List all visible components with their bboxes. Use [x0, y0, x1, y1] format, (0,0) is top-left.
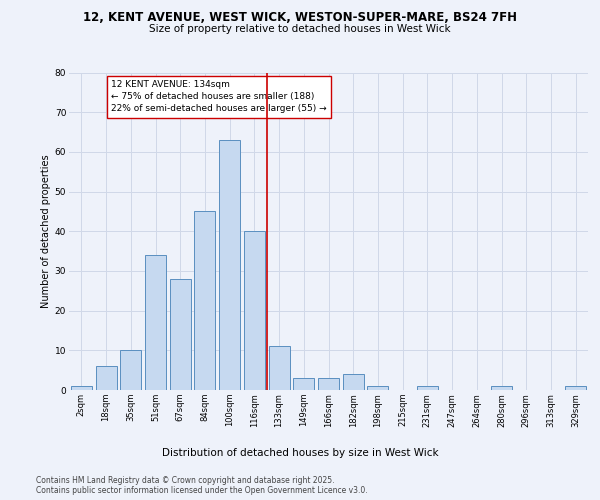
Bar — [145, 255, 166, 390]
Y-axis label: Number of detached properties: Number of detached properties — [41, 154, 50, 308]
Bar — [170, 279, 191, 390]
Text: Distribution of detached houses by size in West Wick: Distribution of detached houses by size … — [161, 448, 439, 458]
Text: 12, KENT AVENUE, WEST WICK, WESTON-SUPER-MARE, BS24 7FH: 12, KENT AVENUE, WEST WICK, WESTON-SUPER… — [83, 11, 517, 24]
Bar — [318, 378, 339, 390]
Bar — [491, 386, 512, 390]
Text: 12 KENT AVENUE: 134sqm
← 75% of detached houses are smaller (188)
22% of semi-de: 12 KENT AVENUE: 134sqm ← 75% of detached… — [111, 80, 326, 113]
Bar — [343, 374, 364, 390]
Bar — [293, 378, 314, 390]
Bar — [71, 386, 92, 390]
Bar — [194, 212, 215, 390]
Text: Size of property relative to detached houses in West Wick: Size of property relative to detached ho… — [149, 24, 451, 34]
Bar — [120, 350, 141, 390]
Bar — [367, 386, 388, 390]
Bar — [565, 386, 586, 390]
Text: Contains HM Land Registry data © Crown copyright and database right 2025.
Contai: Contains HM Land Registry data © Crown c… — [36, 476, 368, 496]
Bar — [95, 366, 116, 390]
Bar — [269, 346, 290, 390]
Bar — [244, 231, 265, 390]
Bar — [219, 140, 240, 390]
Bar — [417, 386, 438, 390]
